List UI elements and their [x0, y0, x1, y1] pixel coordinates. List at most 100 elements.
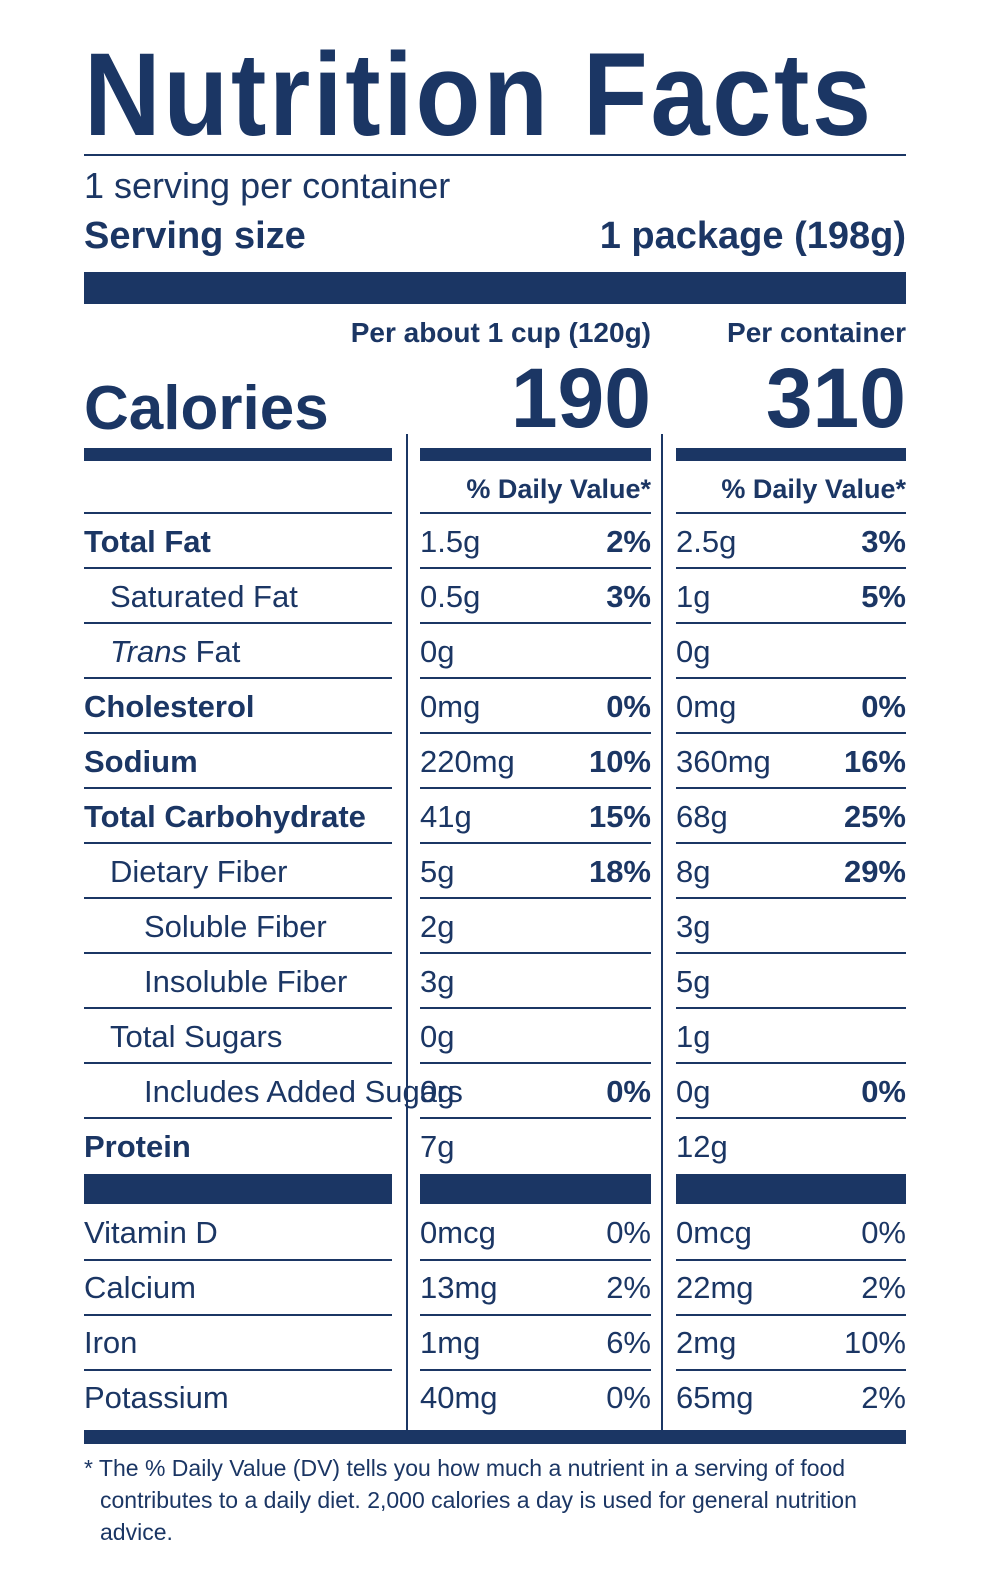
calories-col2: 310: [765, 351, 906, 445]
vitamin-dv-col2: 2%: [861, 1270, 906, 1305]
nutrient-amount-col1: 220mg: [420, 744, 515, 779]
col2-dv-header: % Daily Value*: [721, 474, 906, 504]
nutrient-amount-col2: 1g: [676, 1019, 711, 1054]
nutrient-amount-col1: 2g: [420, 909, 455, 944]
vitamin-dv-col1: 0%: [606, 1215, 651, 1250]
nutrient-name: Sodium: [84, 744, 198, 779]
nutrient-row-total-sugars: Total Sugars 0g 1g: [0, 1010, 1000, 1065]
vitamin-amount-col2: 2mg: [676, 1325, 737, 1360]
nutrient-name: Insoluble Fiber: [144, 964, 348, 999]
nutrient-dv-col1: 15%: [588, 799, 651, 834]
nutrient-dv-col2: 25%: [843, 799, 906, 834]
nutrient-name: Total Fat: [84, 524, 211, 559]
calories-rule-col1: [420, 448, 651, 461]
nutrient-dv-col1: 0%: [606, 689, 651, 724]
vitamin-dv-col2: 0%: [861, 1215, 906, 1250]
vitamin-amount-col2: 22mg: [676, 1270, 754, 1305]
vitamin-name: Potassium: [84, 1380, 229, 1415]
nutrient-row-protein: Protein 7g 12g: [0, 1120, 1000, 1175]
nutrient-amount-col1: 0.5g: [420, 579, 481, 614]
dv-header-rule-col2: [676, 512, 906, 514]
vitamin-amount-col1: 40mg: [420, 1380, 498, 1415]
nutrient-dv-col1: 18%: [588, 854, 651, 889]
vitamin-amount-col1: 13mg: [420, 1270, 498, 1305]
nutrient-amount-col2: 68g: [676, 799, 728, 834]
nutrient-row-added-sugars: Includes Added Sugars 0g 0% 0g 0%: [0, 1065, 1000, 1120]
nutrient-dv-col2: 16%: [843, 744, 906, 779]
vitamin-dv-col2: 10%: [843, 1325, 906, 1360]
vitamin-row-potassium: Potassium 40mg 0% 65mg 2%: [0, 1371, 1000, 1426]
nutrient-name: Cholesterol: [84, 689, 255, 724]
calories-rule-col2: [676, 448, 906, 461]
nutrient-dv-col2: 5%: [861, 579, 906, 614]
vitamin-name: Calcium: [84, 1270, 196, 1305]
title-rule: [84, 154, 906, 156]
nutrient-amount-col2: 2.5g: [676, 524, 737, 559]
vitamin-amount-col2: 0mcg: [676, 1215, 752, 1250]
nutrient-dv-col2: 0%: [861, 689, 906, 724]
dv-header-rule-col1: [420, 512, 651, 514]
serving-size-value: 1 package (198g): [599, 215, 906, 257]
nutrient-name: Dietary Fiber: [110, 854, 288, 889]
nutrient-dv-col2: 3%: [861, 524, 906, 559]
servings-per-container: 1 serving per container: [84, 165, 451, 206]
nutrient-name: Trans Fat: [110, 625, 240, 678]
nutrient-row-insoluble-fiber: Insoluble Fiber 3g 5g: [0, 955, 1000, 1010]
thick-rule-top: [84, 272, 906, 304]
nutrient-row-cholesterol: Cholesterol 0mg 0% 0mg 0%: [0, 680, 1000, 735]
vitamin-amount-col1: 1mg: [420, 1325, 481, 1360]
calories-rule-name: [84, 448, 392, 461]
calories-label: Calories: [84, 374, 329, 443]
column-divider-1: [406, 434, 408, 1430]
nutrient-dv-col1: 10%: [588, 744, 651, 779]
nutrient-row-sodium: Sodium 220mg 10% 360mg 16%: [0, 735, 1000, 790]
nutrient-amount-col2: 0g: [676, 1074, 711, 1109]
vitamin-row-iron: Iron 1mg 6% 2mg 10%: [0, 1316, 1000, 1371]
nutrient-amount-col1: 0mg: [420, 689, 481, 724]
label-title: Nutrition Facts: [84, 29, 874, 161]
vitamin-row-calcium: Calcium 13mg 2% 22mg 2%: [0, 1261, 1000, 1316]
vitamin-name: Iron: [84, 1325, 138, 1360]
nutrient-name: Total Carbohydrate: [84, 799, 366, 834]
nutrient-amount-col2: 1g: [676, 579, 711, 614]
nutrient-name: Saturated Fat: [110, 579, 298, 614]
col1-header: Per about 1 cup (120g): [350, 317, 651, 348]
nutrient-amount-col1: 3g: [420, 964, 455, 999]
nutrient-dv-col1: 0%: [606, 1074, 651, 1109]
footnote: * The % Daily Value (DV) tells you how m…: [84, 1452, 924, 1548]
nutrient-amount-col1: 0g: [420, 1019, 455, 1054]
column-divider-2: [661, 434, 663, 1430]
calories-col1: 190: [510, 351, 651, 445]
col2-header: Per container: [727, 317, 906, 348]
nutrient-row-soluble-fiber: Soluble Fiber 2g 3g: [0, 900, 1000, 955]
vitamin-name: Vitamin D: [84, 1215, 218, 1250]
nutrient-dv-col1: 2%: [606, 524, 651, 559]
nutrient-row-dietary-fiber: Dietary Fiber 5g 18% 8g 29%: [0, 845, 1000, 900]
nutrient-amount-col2: 12g: [676, 1129, 728, 1164]
footnote-line-1: * The % Daily Value (DV) tells you how m…: [84, 1455, 846, 1481]
vitamin-dv-col1: 6%: [606, 1325, 651, 1360]
nutrient-row-saturated-fat: Saturated Fat 0.5g 3% 1g 5%: [0, 570, 1000, 625]
vitamin-amount-col1: 0mcg: [420, 1215, 496, 1250]
nutrient-amount-col1: 0g: [420, 1074, 455, 1109]
nutrient-amount-col1: 7g: [420, 1129, 455, 1164]
thick-rule-vitamins-col2: [676, 1174, 906, 1204]
serving-size-label: Serving size: [84, 215, 306, 257]
thick-rule-vitamins-col1: [420, 1174, 651, 1204]
footnote-line-2: contributes to a daily diet. 2,000 calor…: [100, 1487, 857, 1545]
nutrient-amount-col2: 3g: [676, 909, 711, 944]
nutrient-amount-col1: 0g: [420, 634, 455, 669]
nutrient-amount-col2: 360mg: [676, 744, 771, 779]
dv-header-rule-name: [84, 512, 392, 514]
nutrient-name: Protein: [84, 1129, 191, 1164]
vitamin-row-vitamin-d: Vitamin D 0mcg 0% 0mcg 0%: [0, 1206, 1000, 1261]
nutrient-dv-col1: 3%: [606, 579, 651, 614]
vitamin-amount-col2: 65mg: [676, 1380, 754, 1415]
thick-rule-bottom: [84, 1430, 906, 1444]
nutrient-amount-col1: 5g: [420, 854, 455, 889]
thick-rule-vitamins-name: [84, 1174, 392, 1204]
nutrient-name: Total Sugars: [110, 1019, 283, 1054]
nutrient-row-trans-fat: Trans Fat 0g 0g: [0, 625, 1000, 680]
nutrient-dv-col2: 0%: [861, 1074, 906, 1109]
